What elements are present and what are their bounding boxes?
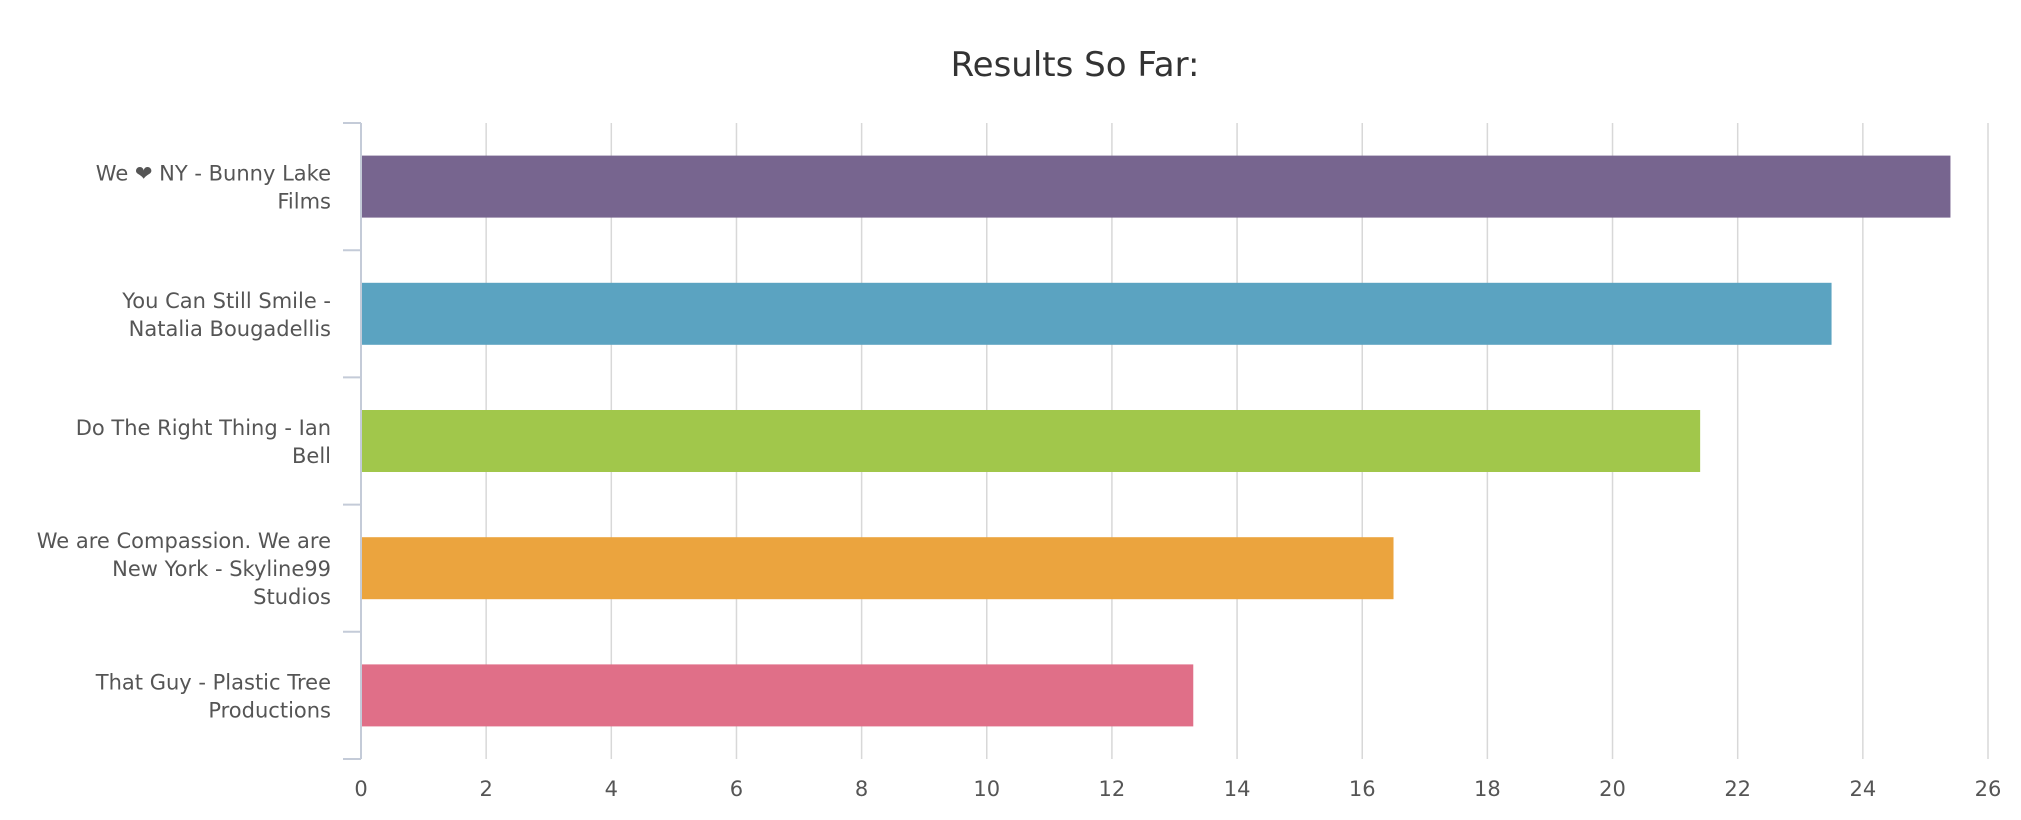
x-tick-label: 8 bbox=[855, 777, 868, 801]
x-tick-label: 4 bbox=[605, 777, 618, 801]
category-label-line: Bell bbox=[292, 444, 331, 468]
bar[interactable] bbox=[362, 664, 1194, 727]
category-label: We ❤ NY - Bunny Lake Films bbox=[96, 162, 331, 214]
category-label-line: We are Compassion. We are bbox=[37, 529, 331, 553]
category-label-line: Studios bbox=[253, 585, 331, 609]
bar[interactable] bbox=[362, 537, 1394, 600]
bar[interactable] bbox=[362, 410, 1701, 472]
category-label: Do The Right Thing - Ian Bell bbox=[76, 416, 331, 468]
category-label-line: You Can Still Smile - bbox=[121, 289, 331, 313]
axes bbox=[343, 122, 362, 760]
x-tick-label: 24 bbox=[1849, 777, 1876, 801]
category-label-line: New York - Skyline99 bbox=[112, 557, 331, 581]
category-label: That Guy - Plastic Tree Productions bbox=[95, 670, 331, 722]
x-tick-label: 26 bbox=[1975, 777, 2002, 801]
x-tick-label: 22 bbox=[1724, 777, 1751, 801]
x-tick-label: 16 bbox=[1349, 777, 1376, 801]
chart-title: Results So Far: bbox=[951, 45, 1200, 85]
x-tick-label: 20 bbox=[1599, 777, 1626, 801]
x-tick-label: 14 bbox=[1224, 777, 1251, 801]
x-tick-label: 18 bbox=[1474, 777, 1501, 801]
category-labels: We ❤ NY - Bunny Lake Films You Can Still S… bbox=[37, 162, 331, 723]
category-label-line: Do The Right Thing - Ian bbox=[76, 416, 331, 440]
x-tick-label: 10 bbox=[973, 777, 1000, 801]
category-label: We are Compassion. We are New York - Skyl… bbox=[37, 529, 331, 609]
x-tick-label: 12 bbox=[1099, 777, 1126, 801]
category-label-line: Films bbox=[277, 190, 331, 214]
bars bbox=[362, 155, 1951, 727]
bar[interactable] bbox=[362, 155, 1951, 218]
category-label-line: We ❤ NY - Bunny Lake bbox=[96, 162, 331, 186]
x-tick-labels: 0 2 4 6 8 10 12 14 16 18 20 22 24 26 bbox=[354, 777, 2001, 801]
category-label-line: That Guy - Plastic Tree bbox=[95, 670, 331, 694]
x-tick-label: 6 bbox=[730, 777, 743, 801]
bar[interactable] bbox=[362, 282, 1832, 345]
category-label: You Can Still Smile - Natalia Bougadellis bbox=[121, 289, 331, 341]
x-tick-label: 0 bbox=[354, 777, 367, 801]
category-label-line: Productions bbox=[208, 698, 331, 722]
x-tick-label: 2 bbox=[479, 777, 492, 801]
category-label-line: Natalia Bougadellis bbox=[129, 317, 331, 341]
